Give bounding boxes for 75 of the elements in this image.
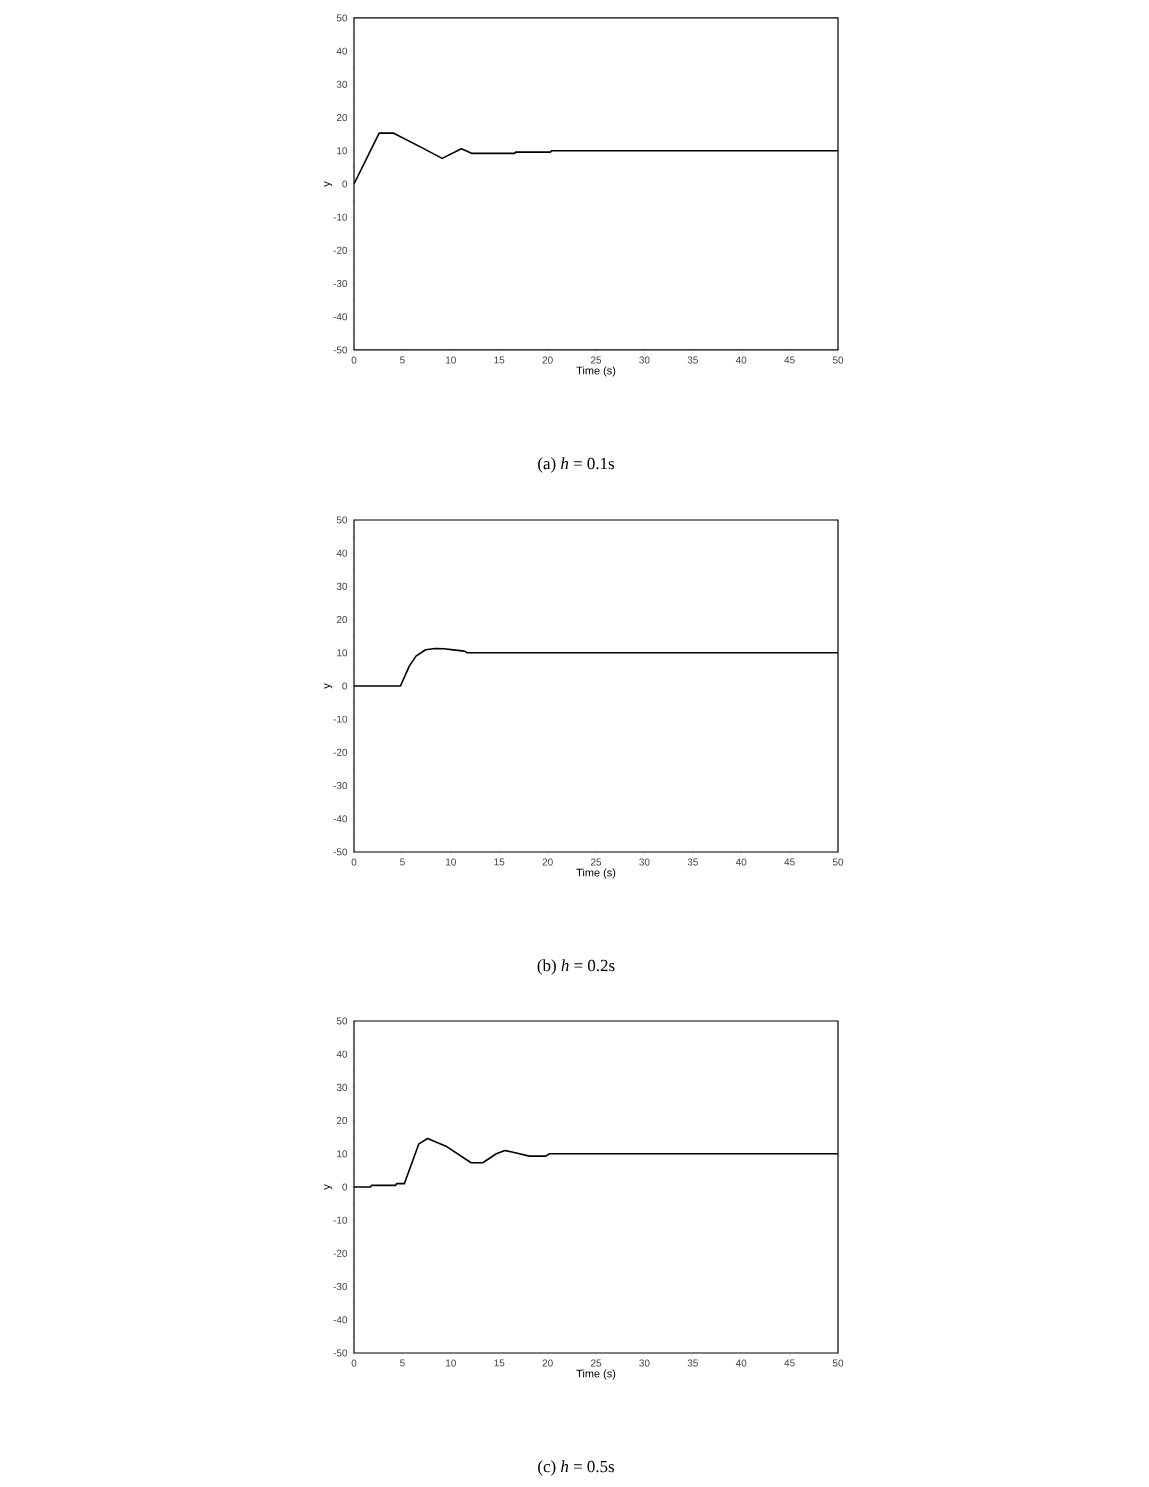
x-tick-label: 0 xyxy=(351,356,357,364)
x-tick-label: 5 xyxy=(400,858,405,866)
x-tick-label: 45 xyxy=(784,356,795,364)
x-axis-title: Time (s) xyxy=(576,366,616,377)
x-axis-title: Time (s) xyxy=(576,1369,616,1380)
y-tick-label: -10 xyxy=(333,715,348,723)
x-tick-label: 10 xyxy=(446,1359,456,1367)
x-tick-label: 15 xyxy=(494,858,505,866)
x-tick-label: 10 xyxy=(446,356,456,364)
y-tick-label: 10 xyxy=(337,147,348,155)
y-tick-label: 30 xyxy=(336,1083,348,1091)
text: (b) h = 0.2s xyxy=(537,959,615,975)
y-tick-label: 50 xyxy=(336,1017,348,1025)
x-tick-label: 20 xyxy=(542,1359,553,1367)
x-tick-label: 20 xyxy=(542,858,553,866)
y-tick-label: -40 xyxy=(333,1316,348,1324)
x-tick-label: 10 xyxy=(446,858,456,866)
x-tick-label: 20 xyxy=(542,356,553,364)
y-tick-label: 10 xyxy=(337,1150,348,1158)
y-tick-label: -40 xyxy=(333,313,348,321)
x-tick-label: 25 xyxy=(590,858,602,866)
x-tick-label: 35 xyxy=(687,1359,698,1367)
y-tick-label: -30 xyxy=(333,1283,348,1291)
y-tick-label: 40 xyxy=(336,549,348,557)
y-tick-label: -50 xyxy=(333,1349,348,1357)
x-tick-label: 50 xyxy=(832,1359,844,1367)
x-tick-label: 45 xyxy=(784,858,795,866)
x-tick-label: 0 xyxy=(351,1359,357,1367)
y-tick-label: 0 xyxy=(342,1183,348,1191)
x-tick-label: 40 xyxy=(735,1359,747,1367)
x-tick-label: 15 xyxy=(494,1359,505,1367)
y-axis-title: y xyxy=(324,683,333,689)
y-tick-label: -20 xyxy=(333,1249,348,1257)
y-tick-label: 40 xyxy=(336,1050,348,1058)
y-axis-title: y xyxy=(324,181,333,187)
y-tick-label: 20 xyxy=(336,114,348,122)
y-tick-label: -50 xyxy=(333,848,348,856)
x-tick-label: 40 xyxy=(735,356,747,364)
y-tick-label: -30 xyxy=(333,280,348,288)
y-tick-label: 40 xyxy=(336,47,348,55)
y-tick-label: 30 xyxy=(336,582,348,590)
y-tick-label: 20 xyxy=(336,1117,348,1125)
y-tick-label: 0 xyxy=(342,682,348,690)
y-tick-label: -20 xyxy=(333,748,348,756)
x-tick-label: 30 xyxy=(639,1359,650,1367)
y-tick-label: -10 xyxy=(333,1216,348,1224)
x-tick-label: 30 xyxy=(639,858,650,866)
x-tick-label: 30 xyxy=(639,356,650,364)
y-tick-label: 30 xyxy=(336,80,348,88)
x-tick-label: 35 xyxy=(687,356,698,364)
y-tick-label: 10 xyxy=(337,649,348,657)
text: (c) h = 0.5s xyxy=(538,1460,615,1476)
y-axis-title: y xyxy=(324,1184,333,1190)
x-tick-label: 5 xyxy=(400,356,405,364)
x-tick-label: 25 xyxy=(590,356,602,364)
y-tick-label: -40 xyxy=(333,815,348,823)
y-tick-label: 50 xyxy=(336,516,348,524)
y-tick-label: -10 xyxy=(333,213,348,221)
x-tick-label: 50 xyxy=(832,356,844,364)
x-tick-label: 25 xyxy=(590,1359,602,1367)
y-tick-label: 20 xyxy=(336,616,348,624)
y-tick-label: 50 xyxy=(336,14,348,22)
y-tick-label: -30 xyxy=(333,782,348,790)
y-tick-label: -20 xyxy=(333,246,348,254)
x-tick-label: 5 xyxy=(400,1359,405,1367)
x-tick-label: 15 xyxy=(494,356,505,364)
y-tick-label: -50 xyxy=(333,346,348,354)
x-tick-label: 45 xyxy=(784,1359,795,1367)
x-axis-title: Time (s) xyxy=(576,868,616,879)
y-tick-label: 0 xyxy=(342,180,348,188)
x-tick-label: 35 xyxy=(687,858,698,866)
text: (a) h = 0.1s xyxy=(538,457,615,473)
x-tick-label: 40 xyxy=(735,858,747,866)
x-tick-label: 50 xyxy=(832,858,844,866)
x-tick-label: 0 xyxy=(351,858,357,866)
